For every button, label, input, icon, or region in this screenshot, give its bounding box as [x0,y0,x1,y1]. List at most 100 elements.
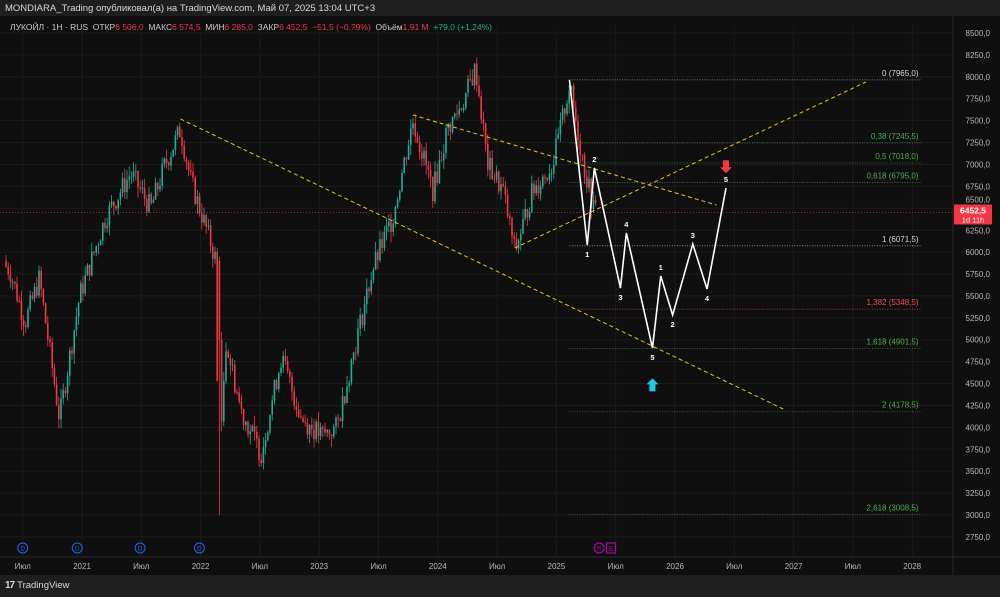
candle-body [564,108,566,114]
candle-body [82,283,84,294]
candle-body [399,191,401,200]
candle-body [223,380,225,422]
candle-body [16,283,18,301]
candle-body [357,328,359,354]
price-tick: 7000,0 [966,160,991,169]
candle-body [520,233,522,241]
volume-change: +79,0 (+1,24%) [433,22,492,32]
candle-body [423,150,425,159]
candle-body [418,142,421,153]
dividend-icon [193,542,205,554]
candle-body [568,90,570,104]
candle-body [212,246,214,259]
candle-body [443,153,445,161]
candle-body [60,398,62,420]
price-tick: 5750,0 [966,270,991,279]
time-tick: 2027 [785,562,803,571]
candle-body [363,304,366,325]
candle-body [548,174,551,180]
candle-body [588,178,590,188]
candle-body [97,245,100,247]
candle-body [126,179,128,193]
candle-body [280,367,282,373]
candle-body [262,447,265,464]
price-tick: 7750,0 [966,95,991,104]
candle-body [506,194,509,217]
candle-body [473,63,476,86]
candle-body [524,208,526,219]
candle-body [372,270,375,281]
current-price-value: 6452,5 [960,205,986,215]
wave-label: 2 [671,320,675,329]
dividend-icon [71,542,83,554]
price-tick: 2750,0 [966,533,991,542]
candle-body [9,274,12,282]
fib-level-label: 0,618 (6795,0) [866,171,918,180]
candle-body [330,434,333,437]
candle-body [493,179,496,181]
candle-body [55,384,58,405]
candle-body [249,431,251,435]
candle-body [31,295,34,299]
candle-body [102,223,104,241]
candle-body [412,123,414,129]
candle-body [592,199,595,210]
candle-body [286,360,289,372]
candle-body [40,270,42,290]
candle-body [557,134,559,139]
candle-body [586,176,588,188]
candle-body [328,429,331,435]
candle-body [236,392,238,393]
symbol-legend: ЛУКОЙЛ · 1H · RUS ОТКР6 506,0 МАКС6 574,… [10,22,492,32]
event-label: D [75,546,80,553]
candle-body [218,260,221,340]
candle-body [319,426,322,436]
candle-body [302,417,304,423]
time-tick: Июл [608,562,625,571]
candle-body [469,78,471,80]
candle-body [172,149,174,157]
candle-body [198,196,201,214]
candle-body [119,192,122,200]
price-tick: 4500,0 [966,380,991,389]
candle-body [113,201,115,207]
candle-body [181,137,183,146]
fib-level-label: 0 (7965,0) [882,69,919,78]
candle-body [396,199,399,208]
candle-body [47,323,49,340]
event-label: D [138,546,143,553]
candle-body [482,119,485,124]
candle-body [146,198,148,212]
candle-body [341,396,344,422]
candle-body [124,178,126,193]
candle-body [526,208,529,218]
symbol-name[interactable]: ЛУКОЙЛ · 1H · RUS [10,22,89,32]
candle-body [322,426,324,429]
candle-body [267,432,269,441]
candle-body [27,309,29,328]
candle-body [66,375,69,394]
fib-level-label: 0,38 (7245,5) [871,132,919,141]
candle-body [216,251,218,381]
price-tick: 4750,0 [966,358,991,367]
low-label: МИН [205,22,225,32]
event-label: E [609,546,614,553]
candle-body [80,283,82,303]
candle-body [238,392,240,402]
candle-body [311,424,313,430]
candle-body [436,171,438,183]
wave-label: 3 [618,293,622,302]
candle-body [247,421,249,435]
candle-body [275,379,278,390]
candle-body [355,352,357,354]
candle-body [350,359,353,383]
price-tick: 4250,0 [966,401,991,410]
candle-body [168,162,170,166]
arrow-up-icon [646,378,659,392]
candle-body [150,193,152,203]
candle-body [93,251,95,253]
candle-body [159,186,161,190]
candle-body [95,246,97,253]
candle-body [374,252,377,271]
